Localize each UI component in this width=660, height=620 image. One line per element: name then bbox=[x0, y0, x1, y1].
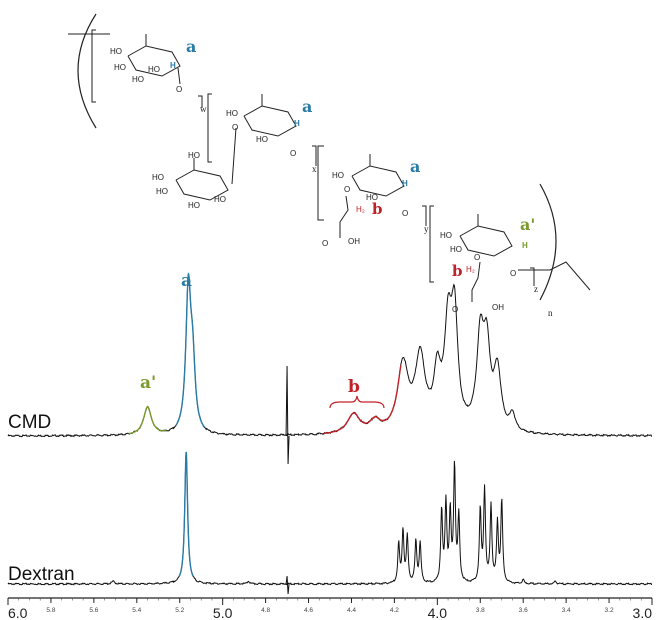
svg-text:H: H bbox=[522, 241, 528, 250]
svg-text:HO: HO bbox=[148, 65, 160, 74]
svg-text:O: O bbox=[402, 209, 408, 218]
svg-text:H: H bbox=[294, 119, 300, 128]
trace-cmd bbox=[7, 273, 653, 438]
svg-text:HO: HO bbox=[110, 47, 122, 56]
svg-text:n: n bbox=[548, 308, 553, 318]
svg-text:x: x bbox=[312, 164, 317, 174]
svg-text:HO: HO bbox=[256, 135, 268, 144]
svg-text:HO: HO bbox=[114, 63, 126, 72]
svg-text:HO: HO bbox=[450, 245, 462, 254]
tick-label: 3.8 bbox=[476, 607, 485, 614]
tick-label: 4.6 bbox=[304, 607, 313, 614]
svg-text:HO: HO bbox=[132, 75, 144, 84]
svg-text:O: O bbox=[290, 149, 296, 158]
glucose-unit-1: HO HO HO HO O H a w bbox=[91, 29, 207, 114]
svg-text:OH: OH bbox=[348, 237, 360, 246]
svg-text:H₂: H₂ bbox=[466, 265, 475, 274]
svg-text:H₂: H₂ bbox=[356, 205, 365, 214]
glucose-unit-2: HO O HO O H a x HO HO HO HO HO bbox=[152, 93, 317, 210]
tick-label: 3.6 bbox=[519, 607, 528, 614]
tick-label: 5.2 bbox=[175, 607, 184, 614]
svg-text:HO: HO bbox=[188, 201, 200, 210]
svg-text:OH: OH bbox=[492, 303, 504, 312]
svg-text:HO: HO bbox=[366, 193, 378, 202]
carboxymethyl-unit-2: HO HO O O H a' H₂ b O OH z n bbox=[429, 205, 591, 318]
svg-text:y: y bbox=[424, 224, 429, 234]
outer-bracket-right bbox=[539, 183, 557, 301]
peak-annot-a: a bbox=[181, 271, 192, 291]
trace-dextran bbox=[7, 452, 653, 586]
tick-label: 4.0 bbox=[428, 605, 448, 620]
peak-highlight bbox=[178, 451, 194, 577]
svg-text:z: z bbox=[534, 284, 538, 294]
tick-label: 5.8 bbox=[46, 607, 55, 614]
carboxymethyl-unit-1: HO O HO O H a H₂ b O OH y bbox=[317, 145, 429, 248]
svg-text:O: O bbox=[176, 85, 182, 94]
svg-text:HO: HO bbox=[226, 109, 238, 118]
peak-label-a-2: a bbox=[302, 97, 312, 116]
tick-label: 5.4 bbox=[132, 607, 141, 614]
svg-text:HO: HO bbox=[440, 231, 452, 240]
tick-label: 4.8 bbox=[261, 607, 270, 614]
svg-text:H: H bbox=[170, 61, 176, 70]
svg-text:HO: HO bbox=[214, 195, 226, 204]
peak-annot-a-prime: a' bbox=[140, 373, 156, 393]
svg-text:H: H bbox=[402, 179, 408, 188]
tick-label: 6.0 bbox=[8, 605, 28, 620]
tick-label: 3.2 bbox=[605, 607, 614, 614]
svg-text:HO: HO bbox=[188, 151, 200, 160]
svg-text:HO: HO bbox=[332, 171, 344, 180]
tick-label: 3.4 bbox=[562, 607, 571, 614]
x-axis: 5.8 5.6 5.4 5.2 4.8 4.6 4.4 4.2 3.8 3.6 3.4 3.2 6.0 5… bbox=[7, 597, 653, 620]
svg-text:O: O bbox=[510, 269, 516, 278]
tick-label: 5.6 bbox=[89, 607, 98, 614]
svg-text:HO: HO bbox=[156, 187, 168, 196]
brace-b bbox=[329, 395, 385, 409]
peak-annot-b: b bbox=[348, 377, 360, 397]
spectrum-traces bbox=[7, 272, 653, 595]
solvent-artifact bbox=[285, 365, 290, 465]
peak-label-a-3: a bbox=[410, 157, 420, 176]
peak-highlight bbox=[175, 272, 206, 428]
svg-text:O: O bbox=[322, 239, 328, 248]
tick-label: 5.0 bbox=[213, 605, 233, 620]
peak-label-a-1: a bbox=[186, 37, 196, 56]
chemical-structure: HO HO HO HO O H a w HO O HO O H a x HO bbox=[68, 13, 591, 318]
outer-bracket-left bbox=[77, 13, 97, 129]
peak-label-b-1: b bbox=[372, 200, 383, 218]
tick-label: 3.0 bbox=[633, 605, 653, 620]
peak-label-b-2: b bbox=[452, 262, 463, 280]
tick-label: 4.4 bbox=[347, 607, 356, 614]
svg-text:O: O bbox=[232, 123, 238, 132]
series-label-cmd: CMD bbox=[8, 412, 51, 433]
solvent-artifact bbox=[285, 575, 290, 595]
peak-highlight bbox=[323, 365, 402, 435]
svg-text:w: w bbox=[200, 104, 207, 114]
svg-text:O: O bbox=[452, 305, 458, 314]
svg-text:HO: HO bbox=[152, 173, 164, 182]
peak-label-a-prime-1: a' bbox=[520, 215, 535, 234]
peak-highlight bbox=[128, 406, 167, 435]
tick-label: 4.2 bbox=[390, 607, 399, 614]
svg-text:O: O bbox=[474, 253, 480, 262]
svg-text:O: O bbox=[344, 185, 350, 194]
series-label-dextran: Dextran bbox=[8, 564, 75, 585]
